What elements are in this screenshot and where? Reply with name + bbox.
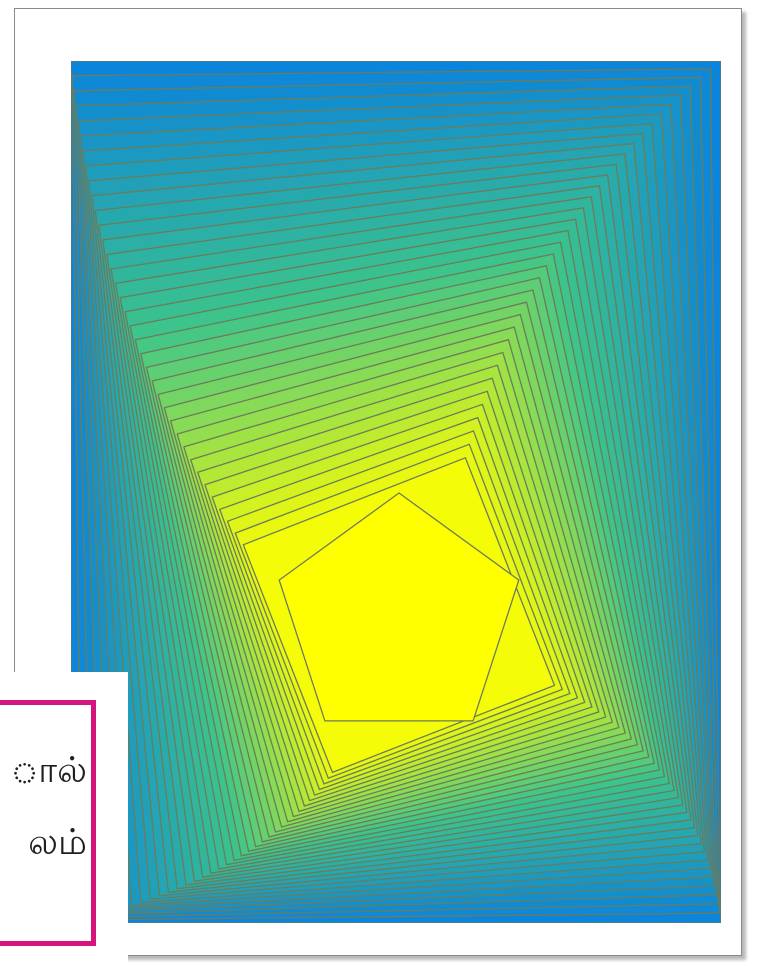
callout-line-2: லம்: [28, 822, 87, 863]
callout-panel: ால் லம்: [0, 672, 128, 968]
page-sheet: [14, 8, 742, 956]
yellow-pentagon: [278, 492, 520, 722]
callout-frame: ால் லம்: [0, 700, 96, 946]
rotated-shapes-artwork: [71, 61, 721, 923]
callout-line-1: ால்: [10, 750, 87, 791]
